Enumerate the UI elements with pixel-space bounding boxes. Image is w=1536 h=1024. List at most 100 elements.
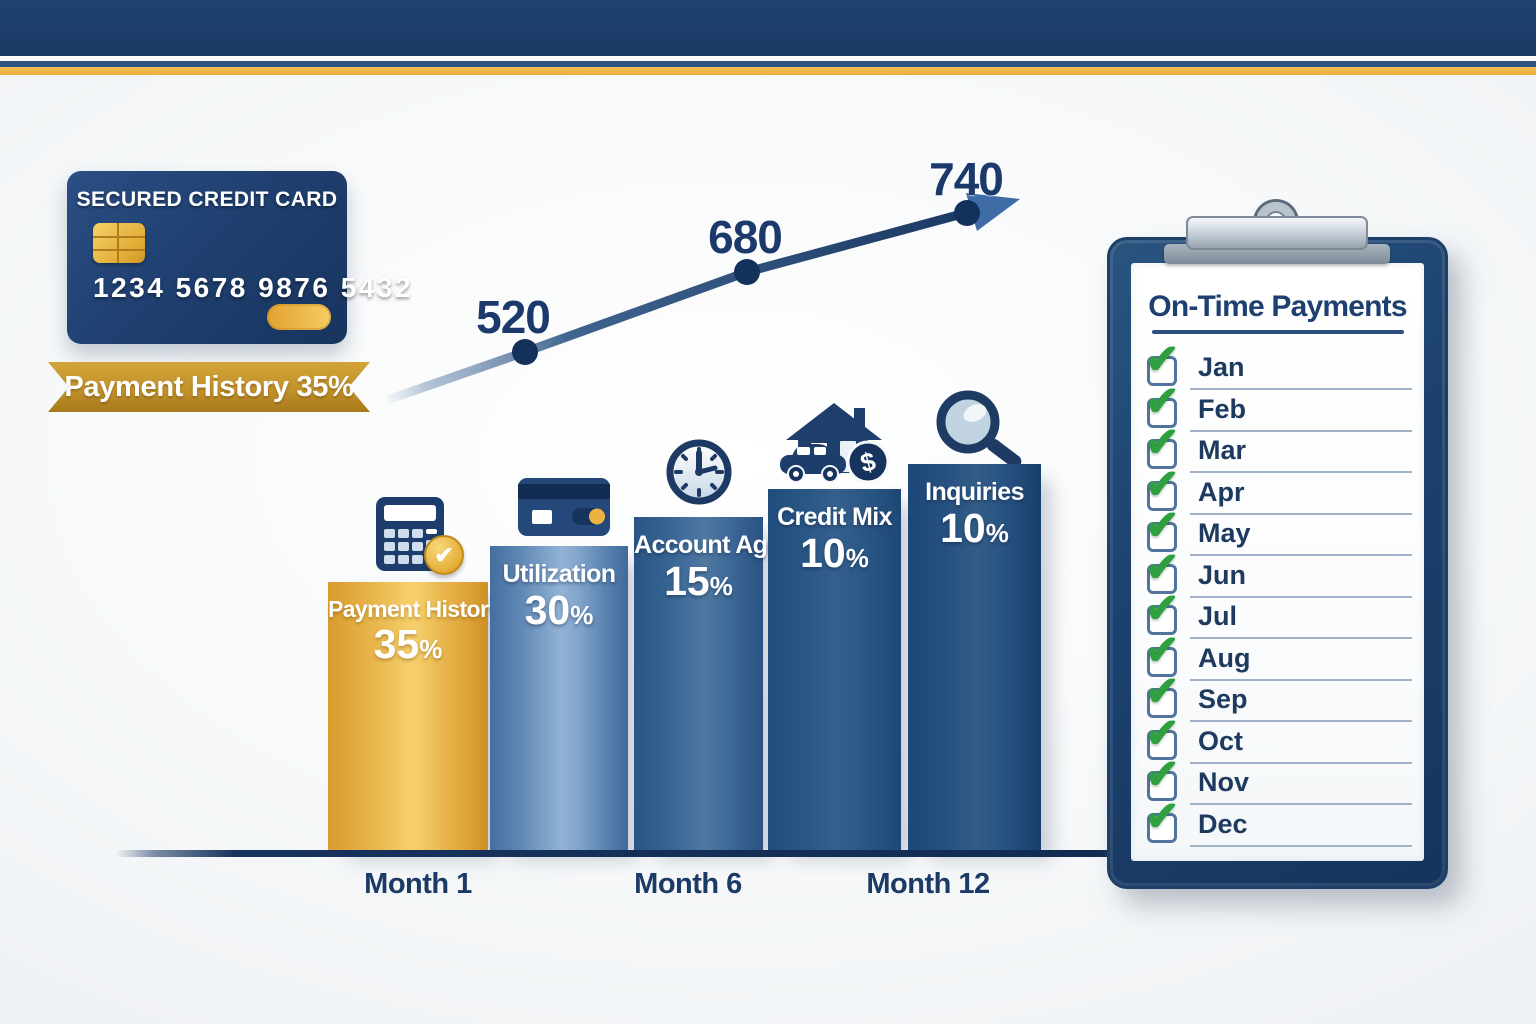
axis-label-month-6: Month 6 bbox=[634, 868, 742, 900]
checkbox bbox=[1147, 563, 1177, 594]
score-value-740: 740 bbox=[929, 153, 1004, 205]
checklist-row-feb: ✔ Feb bbox=[1140, 380, 1440, 434]
month-label: Apr bbox=[1198, 476, 1245, 507]
factor-value: 15 bbox=[664, 558, 710, 604]
checklist-row-aug: ✔ Aug bbox=[1140, 629, 1440, 683]
axis-label-month-12: Month 12 bbox=[866, 868, 990, 900]
card-number: 1234 5678 9876 5432 bbox=[93, 272, 413, 303]
month-label: Mar bbox=[1198, 435, 1247, 465]
checkmark-icon: ✔ bbox=[1145, 668, 1180, 714]
score-value-680: 680 bbox=[708, 211, 783, 263]
header-steel-stripe bbox=[0, 61, 1536, 67]
percent-sign: % bbox=[985, 518, 1009, 548]
month-label: Jan bbox=[1198, 352, 1245, 382]
card-chip-icon bbox=[93, 223, 145, 263]
checklist-row-jun: ✔ Jun bbox=[1140, 546, 1440, 600]
bar-credit-mix: Credit Mix 10% bbox=[768, 489, 901, 855]
month-label: May bbox=[1198, 518, 1251, 548]
checkbox bbox=[1147, 605, 1177, 635]
checklist-row-nov: ✔ Nov bbox=[1140, 754, 1440, 807]
checklist-row-jul: ✔ Jul bbox=[1140, 588, 1440, 641]
checkbox bbox=[1147, 729, 1177, 760]
checkbox bbox=[1147, 812, 1177, 843]
checkbox bbox=[1147, 771, 1177, 801]
axis-label-month-1: Month 1 bbox=[364, 868, 472, 900]
secured-credit-card: SECURED CREDIT CARD 1234 5678 9876 5432 bbox=[67, 171, 411, 344]
factor-name: Credit Mix bbox=[777, 503, 892, 531]
factor-name: Inquiries bbox=[925, 478, 1024, 506]
checkbox bbox=[1147, 356, 1177, 386]
x-axis-baseline bbox=[115, 850, 1110, 857]
checkmark-icon: ✔ bbox=[1145, 585, 1180, 631]
bar-inquiries: Inquiries 10% bbox=[908, 464, 1041, 855]
factor-name: Account Age bbox=[634, 531, 781, 559]
credit-card-icon bbox=[518, 478, 610, 536]
percent-sign: % bbox=[845, 543, 869, 573]
factor-name: Payment History bbox=[328, 596, 501, 622]
point-740 bbox=[954, 200, 980, 226]
header-white-stripe bbox=[0, 56, 1536, 61]
checkbox bbox=[1147, 397, 1177, 428]
trend-line bbox=[385, 203, 989, 404]
month-label: Oct bbox=[1198, 725, 1244, 756]
checkbox bbox=[1147, 522, 1177, 552]
checkmark-icon: ✔ bbox=[1145, 792, 1180, 839]
checklist-row-oct: ✔ Oct bbox=[1140, 712, 1440, 766]
card-title: SECURED CREDIT CARD bbox=[76, 188, 338, 211]
checkbox bbox=[1147, 646, 1177, 677]
checkmark-icon: ✔ bbox=[1145, 377, 1180, 424]
checklist-title: On-Time Payments bbox=[1148, 290, 1407, 323]
checklist-row-jan: ✔ Jan bbox=[1140, 339, 1440, 392]
clipboard-paper bbox=[1131, 263, 1424, 861]
row-underline bbox=[1190, 761, 1412, 764]
month-label: Sep bbox=[1198, 684, 1248, 714]
score-value-520: 520 bbox=[476, 291, 551, 343]
bar-account-age: Account Age 15% bbox=[634, 517, 781, 855]
checklist-row-sep: ✔ Sep bbox=[1140, 671, 1440, 724]
row-underline bbox=[1190, 554, 1412, 556]
checkbox bbox=[1147, 439, 1177, 469]
header-navy-bar bbox=[0, 0, 1536, 56]
checkmark-icon: ✔ bbox=[1145, 751, 1180, 797]
row-underline bbox=[1190, 512, 1412, 515]
row-underline bbox=[1190, 637, 1412, 639]
checklist-row-may: ✔ May bbox=[1140, 505, 1440, 558]
month-label: Dec bbox=[1198, 808, 1248, 839]
checkbox bbox=[1147, 688, 1177, 718]
payment-history-ribbon: Payment History 35% bbox=[48, 362, 370, 412]
checkbox bbox=[1147, 480, 1177, 511]
checkmark-icon: ✔ bbox=[1145, 543, 1180, 590]
checkmark-icon: ✔ bbox=[1145, 419, 1180, 465]
row-underline bbox=[1190, 595, 1412, 598]
factor-value: 10 bbox=[940, 505, 986, 551]
bar-payment-history: Payment History 35% bbox=[328, 582, 501, 855]
checklist-row-mar: ✔ Mar bbox=[1140, 422, 1440, 475]
checkmark-icon: ✔ bbox=[1145, 709, 1180, 756]
row-underline bbox=[1190, 720, 1412, 722]
percent-sign: % bbox=[709, 571, 733, 601]
clock-icon bbox=[666, 439, 732, 505]
factor-value: 10 bbox=[800, 530, 846, 576]
clipboard-clip-plate bbox=[1186, 216, 1368, 250]
month-label: Nov bbox=[1198, 767, 1250, 797]
house-car-loan-icon: $ bbox=[780, 403, 890, 484]
point-520 bbox=[512, 339, 538, 365]
point-680 bbox=[734, 259, 760, 285]
factor-value: 30 bbox=[524, 587, 571, 633]
percent-sign: % bbox=[419, 634, 443, 664]
checklist-title-underline bbox=[1152, 330, 1404, 334]
magnifier-icon bbox=[936, 390, 1022, 468]
checkmark-icon: ✔ bbox=[1145, 626, 1180, 673]
row-underline bbox=[1190, 388, 1412, 390]
card-brand-pill-icon bbox=[267, 304, 331, 330]
row-underline bbox=[1190, 678, 1412, 681]
row-underline bbox=[1190, 471, 1412, 473]
score-trend-line-chart bbox=[385, 193, 1020, 404]
row-underline bbox=[1190, 429, 1412, 432]
checklist-row-apr: ✔ Apr bbox=[1140, 463, 1440, 517]
ribbon-label: Payment History 35% bbox=[64, 370, 354, 403]
row-underline bbox=[1190, 803, 1412, 805]
month-label: Jul bbox=[1198, 601, 1238, 631]
gold-check-icon: ✔ bbox=[424, 535, 464, 575]
checkmark-icon: ✔ bbox=[1145, 460, 1180, 507]
